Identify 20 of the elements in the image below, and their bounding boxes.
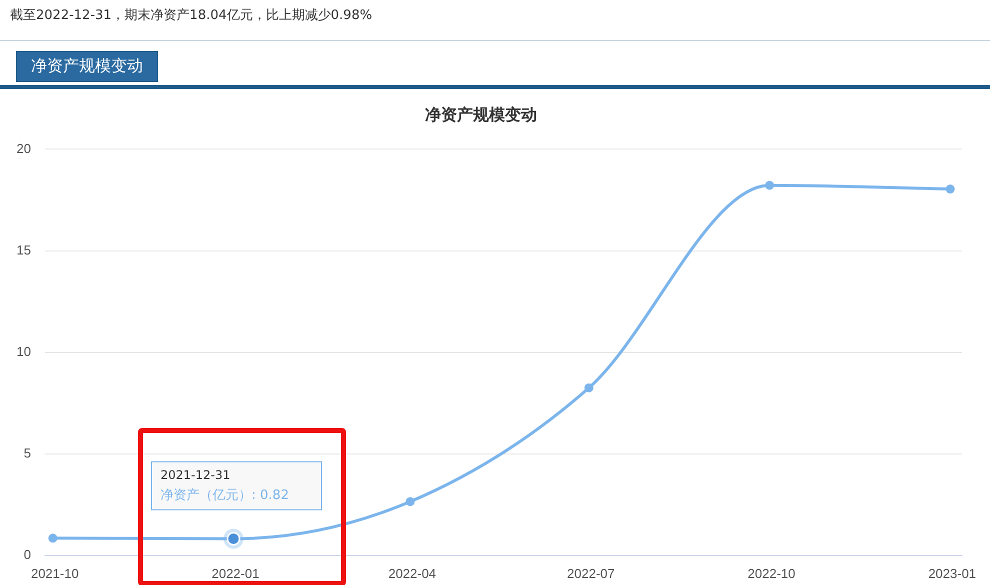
y-tick-label: 20 — [16, 140, 31, 156]
x-tick-label: 2022-01 — [212, 566, 260, 581]
point — [48, 534, 58, 543]
y-tick-label: 5 — [24, 445, 31, 460]
y-tick-label: 0 — [24, 546, 31, 562]
x-tick-label: 2022-10 — [748, 566, 796, 581]
x-tick-label: 2022-04 — [388, 566, 436, 581]
point — [946, 184, 955, 194]
text: 净资产规模变动 — [16, 51, 158, 82]
text: 截至2022-12-31，期末净资产18.04亿元，比上期减少0.98% — [10, 7, 372, 24]
point — [765, 180, 774, 190]
y-tick-label: 15 — [16, 242, 31, 258]
chart-title: 净资产规模变动 — [425, 104, 537, 124]
x-tick-label: 2022-07 — [567, 566, 615, 581]
x-tick-label: 2021-10 — [30, 566, 79, 581]
annotation: 2021-12-31 净资产（亿元）: 0.82 — [160, 468, 289, 504]
point — [584, 383, 594, 392]
point — [406, 497, 415, 506]
x-tick-label: 2023-01 — [928, 566, 976, 581]
y-tick-label: 10 — [16, 344, 31, 359]
